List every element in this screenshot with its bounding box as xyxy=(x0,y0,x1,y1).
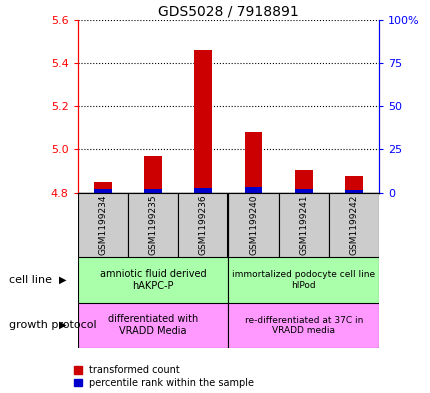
Text: differentiated with
VRADD Media: differentiated with VRADD Media xyxy=(108,314,198,336)
Bar xyxy=(228,303,378,348)
Bar xyxy=(295,170,312,193)
Text: growth protocol: growth protocol xyxy=(9,320,96,330)
Text: GSM1199240: GSM1199240 xyxy=(249,195,258,255)
Bar xyxy=(94,182,111,193)
Title: GDS5028 / 7918891: GDS5028 / 7918891 xyxy=(158,4,298,18)
Bar xyxy=(344,176,362,193)
Bar xyxy=(178,193,228,257)
Bar xyxy=(77,257,228,303)
Bar xyxy=(77,193,128,257)
Bar xyxy=(94,189,111,193)
Bar xyxy=(244,132,262,193)
Bar xyxy=(344,190,362,193)
Text: ▶: ▶ xyxy=(59,275,67,285)
Bar xyxy=(295,189,312,193)
Text: GSM1199236: GSM1199236 xyxy=(198,195,207,255)
Text: GSM1199234: GSM1199234 xyxy=(98,195,107,255)
Text: GSM1199242: GSM1199242 xyxy=(349,195,358,255)
Text: amniotic fluid derived
hAKPC-P: amniotic fluid derived hAKPC-P xyxy=(99,269,206,291)
Text: ▶: ▶ xyxy=(59,320,67,330)
Legend: transformed count, percentile rank within the sample: transformed count, percentile rank withi… xyxy=(74,365,254,388)
Bar xyxy=(144,156,161,193)
Bar xyxy=(228,257,378,303)
Text: GSM1199235: GSM1199235 xyxy=(148,195,157,255)
Bar xyxy=(144,189,161,193)
Bar xyxy=(228,193,278,257)
Bar xyxy=(328,193,378,257)
Text: cell line: cell line xyxy=(9,275,52,285)
Bar xyxy=(194,188,212,193)
Bar xyxy=(194,50,212,193)
Text: GSM1199241: GSM1199241 xyxy=(299,195,307,255)
Bar xyxy=(278,193,328,257)
Bar xyxy=(244,187,262,193)
Bar xyxy=(77,303,228,348)
Text: immortalized podocyte cell line
hIPod: immortalized podocyte cell line hIPod xyxy=(232,270,375,290)
Text: re-differentiated at 37C in
VRADD media: re-differentiated at 37C in VRADD media xyxy=(244,316,362,335)
Bar xyxy=(128,193,178,257)
